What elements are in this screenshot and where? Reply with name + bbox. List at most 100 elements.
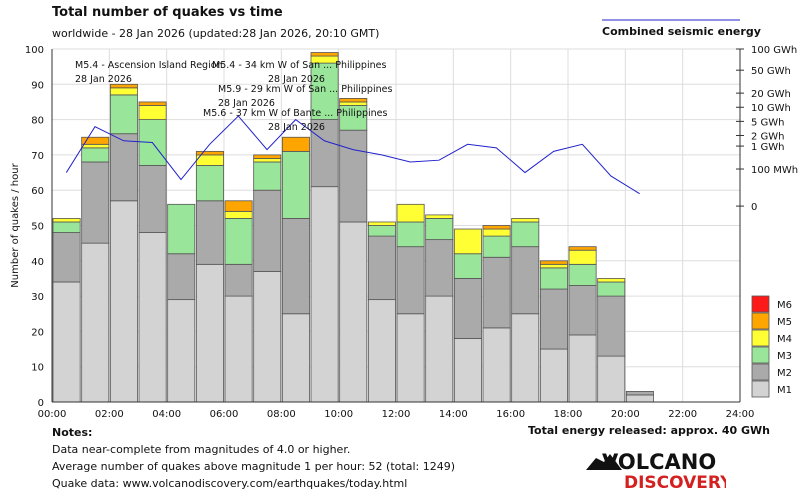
event-annotation: M5.9 - 29 km W of San ... Philippines [218,84,392,95]
y-tick-label: 10 [31,363,44,374]
y-tick-label: 80 [31,116,44,127]
y-tick-label: 30 [31,292,44,303]
energy-tick-label: 0 [751,202,757,213]
y-tick-label: 20 [31,327,44,338]
bar-segment-m1 [482,327,511,403]
bar-segment-m1 [167,299,196,403]
bar-segment-m2 [597,295,626,357]
bar-segment-m3 [425,218,454,241]
energy-legend-label: Combined seismic energy [602,25,761,38]
bar-segment-m3 [339,105,368,131]
event-annotation: M5.4 - 34 km W of San ... Philippines [212,60,386,71]
bar-segment-m2 [482,256,511,329]
legend-swatch-m6 [751,295,770,313]
energy-tick-label: 2 GWh [751,131,785,142]
legend-label-m2: M2 [777,368,792,379]
x-tick-label: 00:00 [38,409,67,420]
bar-segment-m1 [425,295,454,403]
bar-segment-m3 [453,253,482,279]
bar-segment-m3 [195,165,224,202]
x-tick-label: 16:00 [496,409,525,420]
bar-segment-m1 [253,270,282,403]
legend-swatch-m4 [751,329,770,347]
bar-segment-m2 [52,232,81,283]
bar-segment-m4 [482,228,511,237]
bar-segment-m4 [138,105,167,121]
bar-segment-m1 [281,313,310,403]
bar-segment-m4 [367,221,396,226]
legend-label-m4: M4 [777,334,792,345]
bar-segment-m5 [281,136,310,152]
bar-segment-m2 [310,119,339,188]
x-tick-label: 22:00 [668,409,697,420]
legend-label-m5: M5 [777,317,792,328]
bar-segment-m3 [52,221,81,233]
bar-segment-m3 [224,218,253,265]
bar-segment-m3 [568,263,597,286]
bar-segment-m4 [425,214,454,219]
bar-segment-m1 [568,334,597,403]
bar-segment-m5 [224,200,253,212]
y-tick-label: 0 [38,398,44,409]
bar-segment-m1 [625,394,654,403]
legend-label-m3: M3 [777,351,792,362]
bar-segment-m1 [310,186,339,403]
x-tick-label: 10:00 [324,409,353,420]
bar-segment-m5 [253,154,282,159]
bar-segment-m2 [396,246,425,315]
bar-segment-m1 [453,338,482,403]
bar-segment-m4 [396,203,425,223]
bar-segment-m3 [310,62,339,120]
chart-title: Total number of quakes vs time [52,5,283,20]
bar-segment-m1 [539,348,568,403]
bar-segment-m3 [597,281,626,297]
bar-segment-m3 [482,235,511,258]
logo-word-discovery: DISCOVERY [624,473,726,490]
y-tick-label: 100 [25,45,44,56]
bar-segment-m2 [109,133,138,202]
bar-segment-m2 [195,200,224,265]
bar-segment-m5 [339,98,368,103]
bar-segment-m3 [367,225,396,237]
x-tick-label: 04:00 [152,409,181,420]
legend-label-m6: M6 [777,300,792,311]
event-annotation: M5.6 - 37 km W of Bante ... Philippines [203,108,388,119]
event-annotation-date: 28 Jan 2026 [75,74,132,85]
bar-segment-m3 [539,267,568,290]
bar-segment-m2 [453,278,482,339]
notes-block: Notes: Data near-complete from magnitude… [52,424,455,492]
bar-segment-m1 [511,313,540,403]
notes-heading: Notes: [52,426,93,439]
volcano-icon [586,454,622,470]
bar-segment-m3 [511,221,540,248]
bar-segment-m1 [367,299,396,403]
legend-swatch-m3 [751,346,770,364]
bar-segment-m4 [339,101,368,106]
bar-segment-m1 [396,313,425,403]
bar-segment-m1 [52,281,81,403]
event-annotation-date: 28 Jan 2026 [268,74,325,85]
x-tick-label: 24:00 [726,409,755,420]
bar-segment-m1 [224,295,253,403]
y-tick-label: 60 [31,186,44,197]
y-tick-label: 90 [31,80,44,91]
legend-label-m1: M1 [777,385,792,396]
x-tick-label: 14:00 [439,409,468,420]
x-tick-label: 18:00 [554,409,583,420]
bar-segment-m4 [109,87,138,96]
energy-tick-label: 1 GWh [751,142,785,153]
chart-subtitle: worldwide - 28 Jan 2026 (updated:28 Jan … [52,27,380,40]
bar-segment-m3 [109,94,138,135]
y-axis-label: Number of quakes / hour [10,162,21,287]
bar-segment-m1 [597,355,626,403]
bar-segment-m1 [81,242,110,403]
bar-segment-m1 [195,263,224,403]
energy-tick-label: 100 MWh [751,165,798,176]
y-tick-label: 50 [31,222,44,233]
bar-segment-m2 [367,235,396,301]
event-annotation-date: 28 Jan 2026 [268,122,325,133]
notes-line-source: Quake data: www.volcanodiscovery.com/ear… [52,477,408,490]
bar-segment-m5 [568,246,597,251]
